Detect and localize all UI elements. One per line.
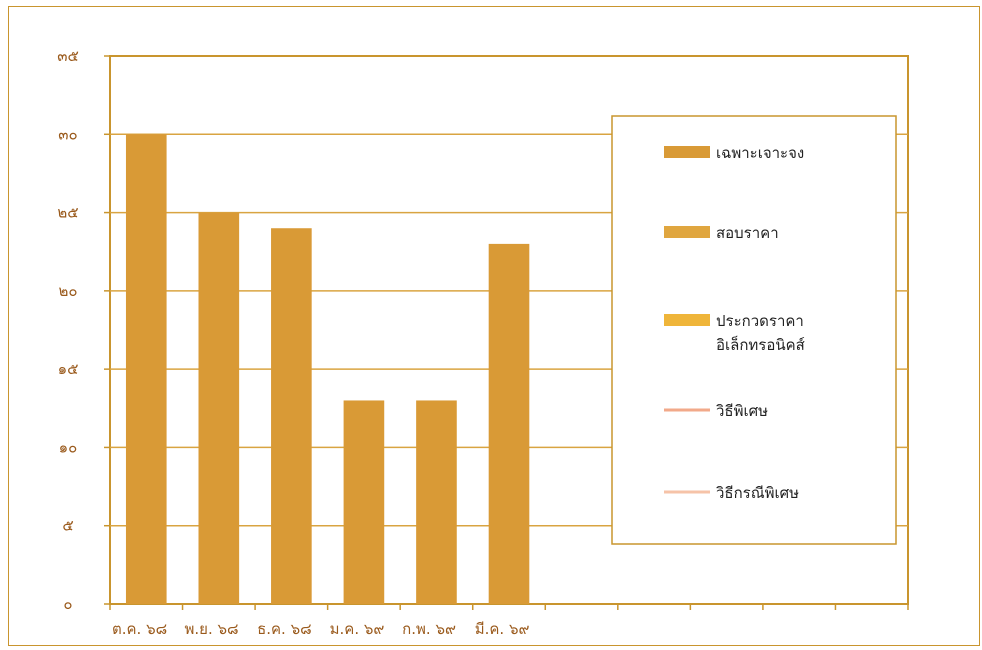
legend-label: วิธีกรณีพิเศษ [715, 484, 799, 502]
y-tick-label: ๐ [63, 595, 72, 613]
legend-label: อิเล็กทรอนิคส์ [716, 335, 805, 354]
legend-swatch [664, 314, 710, 326]
bars [125, 134, 530, 605]
legend-label: ประกวดราคา [716, 312, 804, 330]
legend: เฉพาะเจาะจงสอบราคาประกวดราคาอิเล็กทรอนิค… [611, 115, 897, 545]
y-tick-label: ๑๕ [58, 360, 79, 378]
bar [416, 400, 457, 604]
legend-swatch [664, 226, 710, 238]
axes: ๐ ๕ ๑๐ ๑๕ ๒๐ ๒๕ ๓๐ ๓๕ต.ค. ๖๘ พ.ย. ๖๘ ธ.ค. ๖๘ ม.ค. … [57, 47, 909, 638]
x-tick-label: ก.พ. ๖๙ [402, 620, 456, 638]
x-tick-label: ต.ค. ๖๘ [112, 620, 167, 638]
bar [125, 134, 167, 605]
bar [488, 243, 530, 604]
x-tick-label: มี.ค. ๖๙ [475, 620, 530, 638]
legend-swatch [664, 146, 710, 158]
legend-label: สอบราคา [716, 224, 779, 242]
bar [271, 228, 312, 604]
chart-frame [8, 6, 980, 646]
y-tick-label: ๓๐ [58, 125, 77, 143]
bar [343, 400, 385, 604]
y-tick-label: ๒๕ [57, 204, 78, 222]
y-tick-label: ๕ [62, 517, 73, 535]
y-tick-label: ๓๕ [57, 47, 79, 65]
x-tick-label: ธ.ค. ๖๘ [257, 620, 312, 638]
x-tick-label: พ.ย. ๖๘ [185, 620, 239, 638]
legend-label: เฉพาะเจาะจง [716, 144, 804, 162]
legend-box [611, 115, 897, 545]
legend-label: วิธีพิเศษ [715, 402, 768, 420]
x-tick-label: ม.ค. ๖๙ [330, 620, 385, 638]
bar [198, 212, 240, 605]
y-tick-label: ๒๐ [58, 282, 77, 300]
y-tick-label: ๑๐ [59, 438, 78, 456]
